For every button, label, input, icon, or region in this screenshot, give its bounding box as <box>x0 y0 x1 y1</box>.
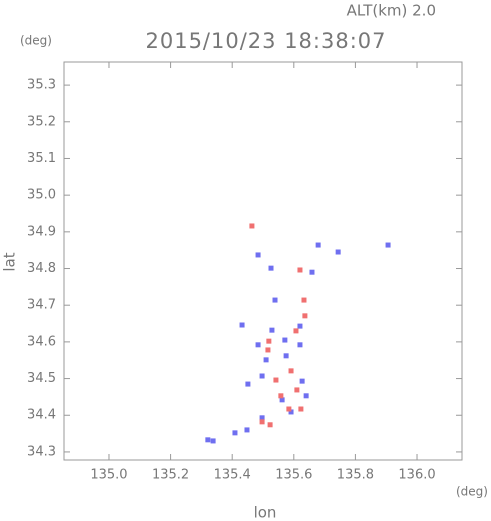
x-tick-label: 135.0 <box>90 468 127 483</box>
echo-point <box>205 437 211 443</box>
echo-point <box>303 393 309 399</box>
y-tick-label: 35.1 <box>27 151 56 166</box>
echo-point <box>232 430 238 436</box>
echo-point <box>263 357 269 363</box>
echo-point <box>301 297 307 303</box>
echo-point <box>297 323 303 329</box>
echo-point <box>259 373 265 379</box>
echo-point <box>294 387 300 393</box>
echo-point <box>299 378 305 384</box>
echo-point <box>315 242 321 248</box>
y-unit: (deg) <box>20 34 52 48</box>
y-tick-label: 35.2 <box>27 114 56 129</box>
y-tick-label: 34.9 <box>27 224 56 239</box>
echo-point <box>302 313 308 319</box>
echo-point <box>279 397 285 403</box>
echo-point <box>286 406 292 412</box>
y-tick-label: 34.8 <box>27 261 56 276</box>
y-tick-label: 35.0 <box>27 188 56 203</box>
echo-point <box>259 419 265 425</box>
echo-point <box>298 406 304 412</box>
y-tick-label: 34.6 <box>27 334 56 349</box>
echo-point <box>259 415 265 421</box>
plot-frame <box>63 61 463 461</box>
echo-point <box>255 252 261 258</box>
x-tick-label: 135.2 <box>152 468 189 483</box>
x-tick-label: 136.0 <box>398 468 435 483</box>
echo-point <box>385 242 391 248</box>
x-unit: (deg) <box>456 485 488 499</box>
x-tick-label: 135.4 <box>214 468 251 483</box>
echo-point <box>283 353 289 359</box>
echo-point <box>265 347 271 353</box>
echo-point <box>244 427 250 433</box>
echo-point <box>278 393 284 399</box>
echo-point <box>297 342 303 348</box>
x-tick-label: 135.6 <box>275 468 312 483</box>
echo-point <box>273 377 279 383</box>
echo-point <box>297 267 303 273</box>
echo-point <box>255 342 261 348</box>
echo-point <box>269 327 275 333</box>
echo-point <box>266 338 272 344</box>
echo-point <box>210 438 216 444</box>
echo-point <box>335 249 341 255</box>
x-tick-label: 135.8 <box>337 468 374 483</box>
altitude-label: ALT(km) 2.0 <box>347 2 436 20</box>
y-axis-label: lat <box>1 252 19 271</box>
x-axis-label: lon <box>254 504 277 521</box>
echo-point <box>282 337 288 343</box>
y-tick-label: 35.3 <box>27 78 56 93</box>
y-tick-label: 34.3 <box>27 444 56 459</box>
echo-point <box>249 223 255 229</box>
echo-point <box>288 409 294 415</box>
echo-point <box>309 269 315 275</box>
echo-point <box>288 368 294 374</box>
echo-point <box>267 422 273 428</box>
echo-point <box>268 265 274 271</box>
y-tick-label: 34.7 <box>27 298 56 313</box>
echo-point <box>239 322 245 328</box>
echo-point <box>245 381 251 387</box>
chart-title: 2015/10/23 18:38:07 <box>145 29 386 53</box>
y-tick-label: 34.5 <box>27 371 56 386</box>
echo-point <box>272 297 278 303</box>
y-tick-label: 34.4 <box>27 408 56 423</box>
echo-point <box>293 328 299 334</box>
